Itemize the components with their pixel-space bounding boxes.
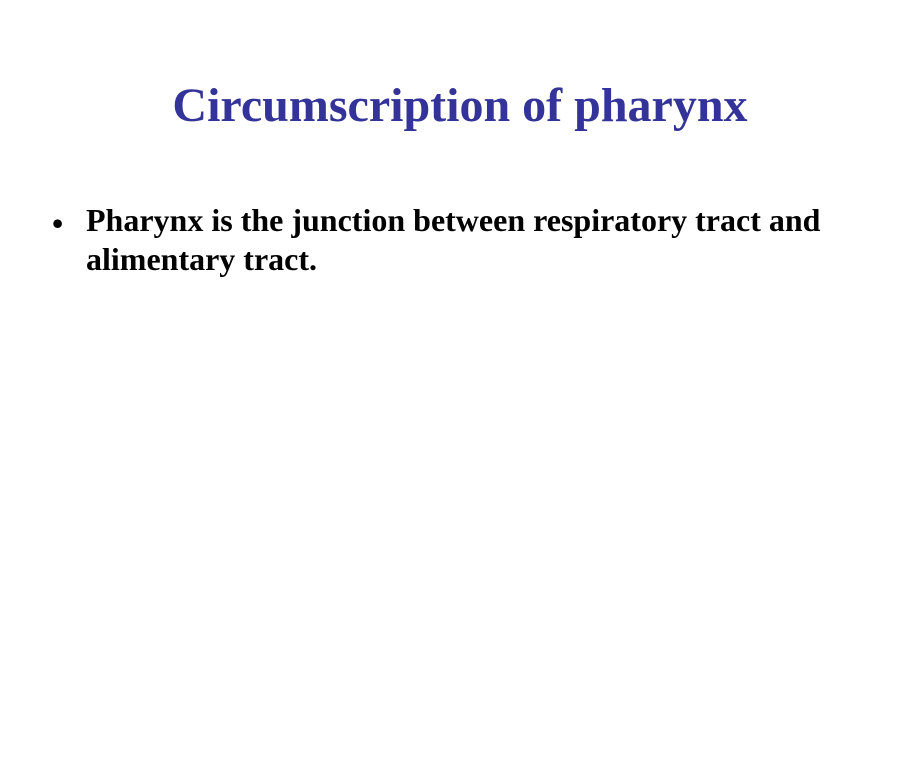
- slide-body: • Pharynx is the junction between respir…: [0, 201, 920, 279]
- bullet-item: • Pharynx is the junction between respir…: [52, 201, 860, 279]
- slide-title: Circumscription of pharynx: [0, 78, 920, 133]
- bullet-text: Pharynx is the junction between respirat…: [86, 201, 860, 279]
- bullet-marker: •: [52, 201, 86, 243]
- slide: Circumscription of pharynx • Pharynx is …: [0, 78, 920, 768]
